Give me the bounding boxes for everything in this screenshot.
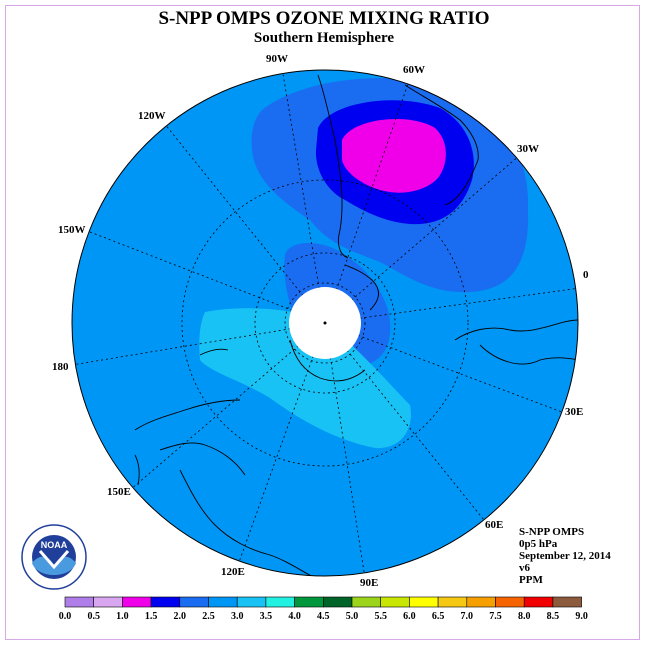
pressure-label: 0p5 hPa xyxy=(519,538,611,550)
longitude-label: 120E xyxy=(221,566,245,578)
instrument-label: S-NPP OMPS xyxy=(519,526,611,538)
version-label: v6 xyxy=(519,562,611,574)
units-label: PPM xyxy=(519,574,611,586)
longitude-label: 120W xyxy=(138,110,166,122)
longitude-label: 150E xyxy=(107,486,131,498)
south-pole-marker xyxy=(324,322,327,325)
longitude-label: 0 xyxy=(583,269,589,281)
longitude-label: 60E xyxy=(485,519,503,531)
longitude-label: 30E xyxy=(565,406,583,418)
longitude-label: 180 xyxy=(52,361,69,373)
info-block: S-NPP OMPS 0p5 hPa September 12, 2014 v6… xyxy=(519,526,611,586)
longitude-label: 150W xyxy=(58,224,86,236)
date-label: September 12, 2014 xyxy=(519,550,611,562)
svg-text:NOAA: NOAA xyxy=(41,540,68,550)
noaa-logo: NOAA xyxy=(20,523,88,591)
longitude-label: 60W xyxy=(403,64,425,76)
longitude-label: 90E xyxy=(360,577,378,589)
longitude-label: 90W xyxy=(266,53,288,65)
longitude-label: 30W xyxy=(517,143,539,155)
